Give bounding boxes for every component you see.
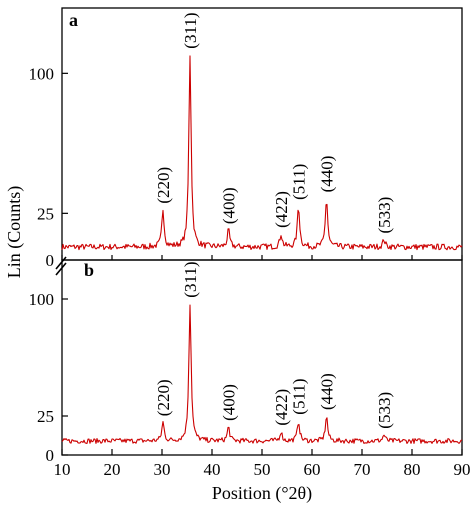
peak-labels: (220)(311)(400) (422)(511) (440)(533)(220)…	[154, 12, 394, 428]
x-tick-label: 70	[354, 460, 371, 479]
y-tick-label: 100	[29, 64, 55, 83]
peak-label: (422)	[272, 191, 291, 228]
x-axis-ticks: 10 20 30 40 50 60 70 80 90	[54, 255, 471, 479]
axis-break-mark	[55, 256, 67, 270]
panel-a-frame	[61, 7, 463, 261]
peak-label: (220)	[154, 379, 173, 416]
panel-b-frame	[61, 259, 463, 456]
peak-label: (311)	[181, 12, 200, 48]
panel-a-label: a	[69, 10, 78, 30]
peak-label: (533)	[375, 392, 394, 429]
xrd-trace-a	[61, 55, 463, 251]
x-tick-label: 80	[404, 460, 421, 479]
x-tick-label: 90	[454, 460, 471, 479]
x-tick-label: 30	[154, 460, 171, 479]
peak-label: (311)	[181, 261, 200, 297]
peak-label: (220)	[154, 167, 173, 204]
peak-label: (400)	[220, 187, 239, 224]
peak-label: (440)	[318, 156, 337, 193]
y-tick-label: 25	[37, 407, 54, 426]
x-tick-label: 50	[254, 460, 271, 479]
x-axis-title: Position (°2θ)	[212, 483, 312, 504]
axis-break-mark	[55, 262, 67, 276]
x-tick-label: 40	[204, 460, 221, 479]
y-axis-ticks: 25 100 0 25 100	[29, 64, 68, 465]
peak-label: (440)	[318, 373, 337, 410]
peak-label: (533)	[375, 197, 394, 234]
y-axis-title: Lin (Counts)	[4, 186, 25, 279]
peak-label: (400)	[220, 384, 239, 421]
x-tick-label: 10	[54, 460, 71, 479]
peak-label: (511)	[290, 378, 309, 414]
x-tick-label: 60	[304, 460, 321, 479]
y-tick-label: 0	[46, 446, 55, 465]
peak-label: (511)	[290, 164, 309, 200]
peak-label: (422)	[272, 389, 291, 426]
y-tick-label: 100	[29, 290, 55, 309]
x-tick-label: 20	[104, 460, 121, 479]
y-tick-label: 25	[37, 204, 54, 223]
xrd-trace-b	[61, 304, 463, 444]
xrd-traces	[61, 55, 463, 444]
y-tick-label-a-zero: 0	[46, 251, 55, 270]
panel-b-label: b	[84, 260, 94, 280]
